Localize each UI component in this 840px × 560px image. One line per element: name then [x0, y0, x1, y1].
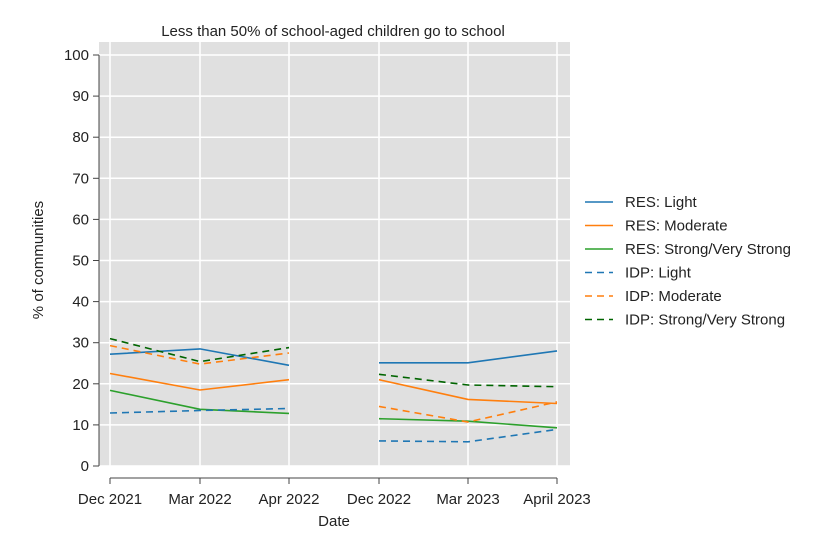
series-line: [378, 373, 558, 388]
y-tick-label: 70: [72, 170, 89, 187]
y-tick-label: 20: [72, 376, 89, 393]
y-axis: 0 10 20 30 40 50 60 70 80 90 100: [64, 47, 100, 475]
y-axis-label: % of communities: [30, 201, 47, 319]
x-tick-label: Apr 2022: [259, 491, 320, 508]
y-tick-label: 60: [72, 211, 89, 228]
series-line: [378, 428, 558, 443]
x-tick-label: Dec 2021: [78, 491, 142, 508]
series-1: [109, 372, 558, 405]
series-line: [109, 372, 290, 391]
y-tick-label: 0: [81, 458, 89, 475]
series-line: [109, 344, 290, 365]
legend-item: IDP: Strong/Very Strong: [585, 312, 785, 329]
legend-label: RES: Light: [625, 194, 698, 211]
series-line: [379, 350, 558, 364]
series-line: [109, 407, 290, 414]
y-tick-label: 50: [72, 253, 89, 270]
legend: RES: Light RES: Moderate RES: Strong/Very …: [585, 194, 791, 329]
x-tick-label: Dec 2022: [347, 491, 411, 508]
x-gridlines: [109, 42, 558, 466]
plot-area: [99, 42, 570, 466]
y-gridlines: [99, 54, 570, 467]
legend-item: IDP: Light: [585, 265, 692, 282]
legend-label: IDP: Moderate: [625, 288, 722, 305]
x-axis: Dec 2021 Mar 2022 Apr 2022 Dec 2022 Mar 2023…: [78, 477, 591, 508]
series-line: [109, 337, 290, 363]
series-3: [109, 407, 558, 443]
x-tick-label: Mar 2022: [168, 491, 231, 508]
x-axis-label: Date: [318, 513, 350, 530]
legend-item: IDP: Moderate: [585, 288, 722, 305]
series-5: [109, 337, 558, 388]
y-tick-label: 80: [72, 129, 89, 146]
chart-title: Less than 50% of school-aged children go…: [161, 23, 505, 40]
y-tick-label: 100: [64, 47, 89, 64]
series-4: [109, 344, 558, 423]
y-tick-label: 10: [72, 417, 89, 434]
y-tick-label: 40: [72, 294, 89, 311]
x-tick-label: April 2023: [523, 491, 591, 508]
series-line: [378, 401, 558, 423]
legend-item: RES: Light: [585, 194, 698, 211]
legend-label: RES: Moderate: [625, 218, 728, 235]
legend-label: RES: Strong/Very Strong: [625, 241, 791, 258]
legend-item: RES: Moderate: [585, 218, 728, 235]
series-line: [378, 378, 558, 405]
x-tick-label: Mar 2023: [436, 491, 499, 508]
series-layer: [109, 337, 558, 443]
legend-label: IDP: Strong/Very Strong: [625, 312, 785, 329]
legend-item: RES: Strong/Very Strong: [585, 241, 791, 258]
y-tick-label: 90: [72, 88, 89, 105]
legend-label: IDP: Light: [625, 265, 692, 282]
series-line: [109, 389, 290, 415]
y-tick-label: 30: [72, 335, 89, 352]
